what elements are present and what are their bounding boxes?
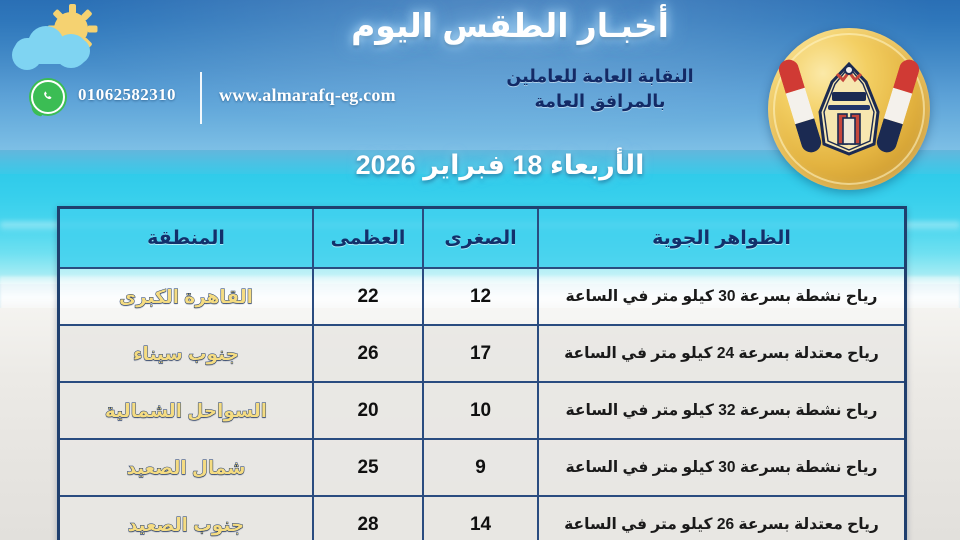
cell-max: 26 — [314, 326, 424, 381]
union-emblem-icon — [768, 28, 930, 190]
cell-conditions: رياح معتدلة بسرعة 26 كيلو متر في الساعة — [564, 516, 879, 533]
table-row: رياح معتدلة بسرعة 26 كيلو متر في الساعة … — [60, 495, 904, 540]
column-header-conditions: الظواهر الجوية — [652, 227, 791, 249]
cell-min: 10 — [424, 383, 539, 438]
table-row: رياح معتدلة بسرعة 24 كيلو متر في الساعة … — [60, 324, 904, 381]
sun-cloud-icon — [8, 4, 112, 74]
column-header-max: العظمى — [314, 209, 424, 267]
cell-region: جنوب سيناء — [60, 326, 314, 381]
cell-conditions: رياح نشطة بسرعة 32 كيلو متر في الساعة — [565, 402, 878, 419]
table-row: رياح نشطة بسرعة 30 كيلو متر في الساعة 9 … — [60, 438, 904, 495]
contact-divider — [200, 72, 202, 124]
cell-max: 25 — [314, 440, 424, 495]
weather-table: الظواهر الجوية الصغرى العظمى المنطقة ريا… — [57, 206, 907, 540]
organization-line-2: بالمرافق العامة — [534, 90, 666, 111]
cell-region: جنوب الصعيد — [60, 497, 314, 540]
table-header-row: الظواهر الجوية الصغرى العظمى المنطقة — [60, 209, 904, 267]
cell-max: 28 — [314, 497, 424, 540]
emblem-shield — [818, 61, 880, 156]
page-title: أخبـار الطقس اليوم — [351, 7, 669, 44]
table-row: رياح نشطة بسرعة 30 كيلو متر في الساعة 12… — [60, 267, 904, 324]
cell-min: 17 — [424, 326, 539, 381]
website-url[interactable]: www.almarafq-eg.com — [219, 85, 396, 105]
cell-max: 20 — [314, 383, 424, 438]
column-header-min: الصغرى — [424, 209, 539, 267]
phone-number[interactable]: 01062582310 — [78, 85, 176, 104]
cell-conditions: رياح نشطة بسرعة 30 كيلو متر في الساعة — [565, 288, 878, 305]
cell-min: 9 — [424, 440, 539, 495]
cell-region: القاهرة الكبرى — [60, 269, 314, 324]
cell-region: شمال الصعيد — [60, 440, 314, 495]
table-row: رياح نشطة بسرعة 32 كيلو متر في الساعة 10… — [60, 381, 904, 438]
cell-region: السواحل الشمالية — [60, 383, 314, 438]
cell-min: 14 — [424, 497, 539, 540]
cell-conditions: رياح معتدلة بسرعة 24 كيلو متر في الساعة — [564, 345, 879, 362]
cell-max: 22 — [314, 269, 424, 324]
cell-min: 12 — [424, 269, 539, 324]
date-label: الأربعاء 18 فبراير 2026 — [355, 150, 645, 180]
cell-conditions: رياح نشطة بسرعة 30 كيلو متر في الساعة — [565, 459, 878, 476]
column-header-region: المنطقة — [60, 209, 314, 267]
organization-name: النقابة العامة للعاملين بالمرافق العامة — [430, 64, 770, 114]
organization-line-1: النقابة العامة للعاملين — [506, 66, 694, 86]
whatsapp-icon[interactable] — [29, 78, 67, 117]
